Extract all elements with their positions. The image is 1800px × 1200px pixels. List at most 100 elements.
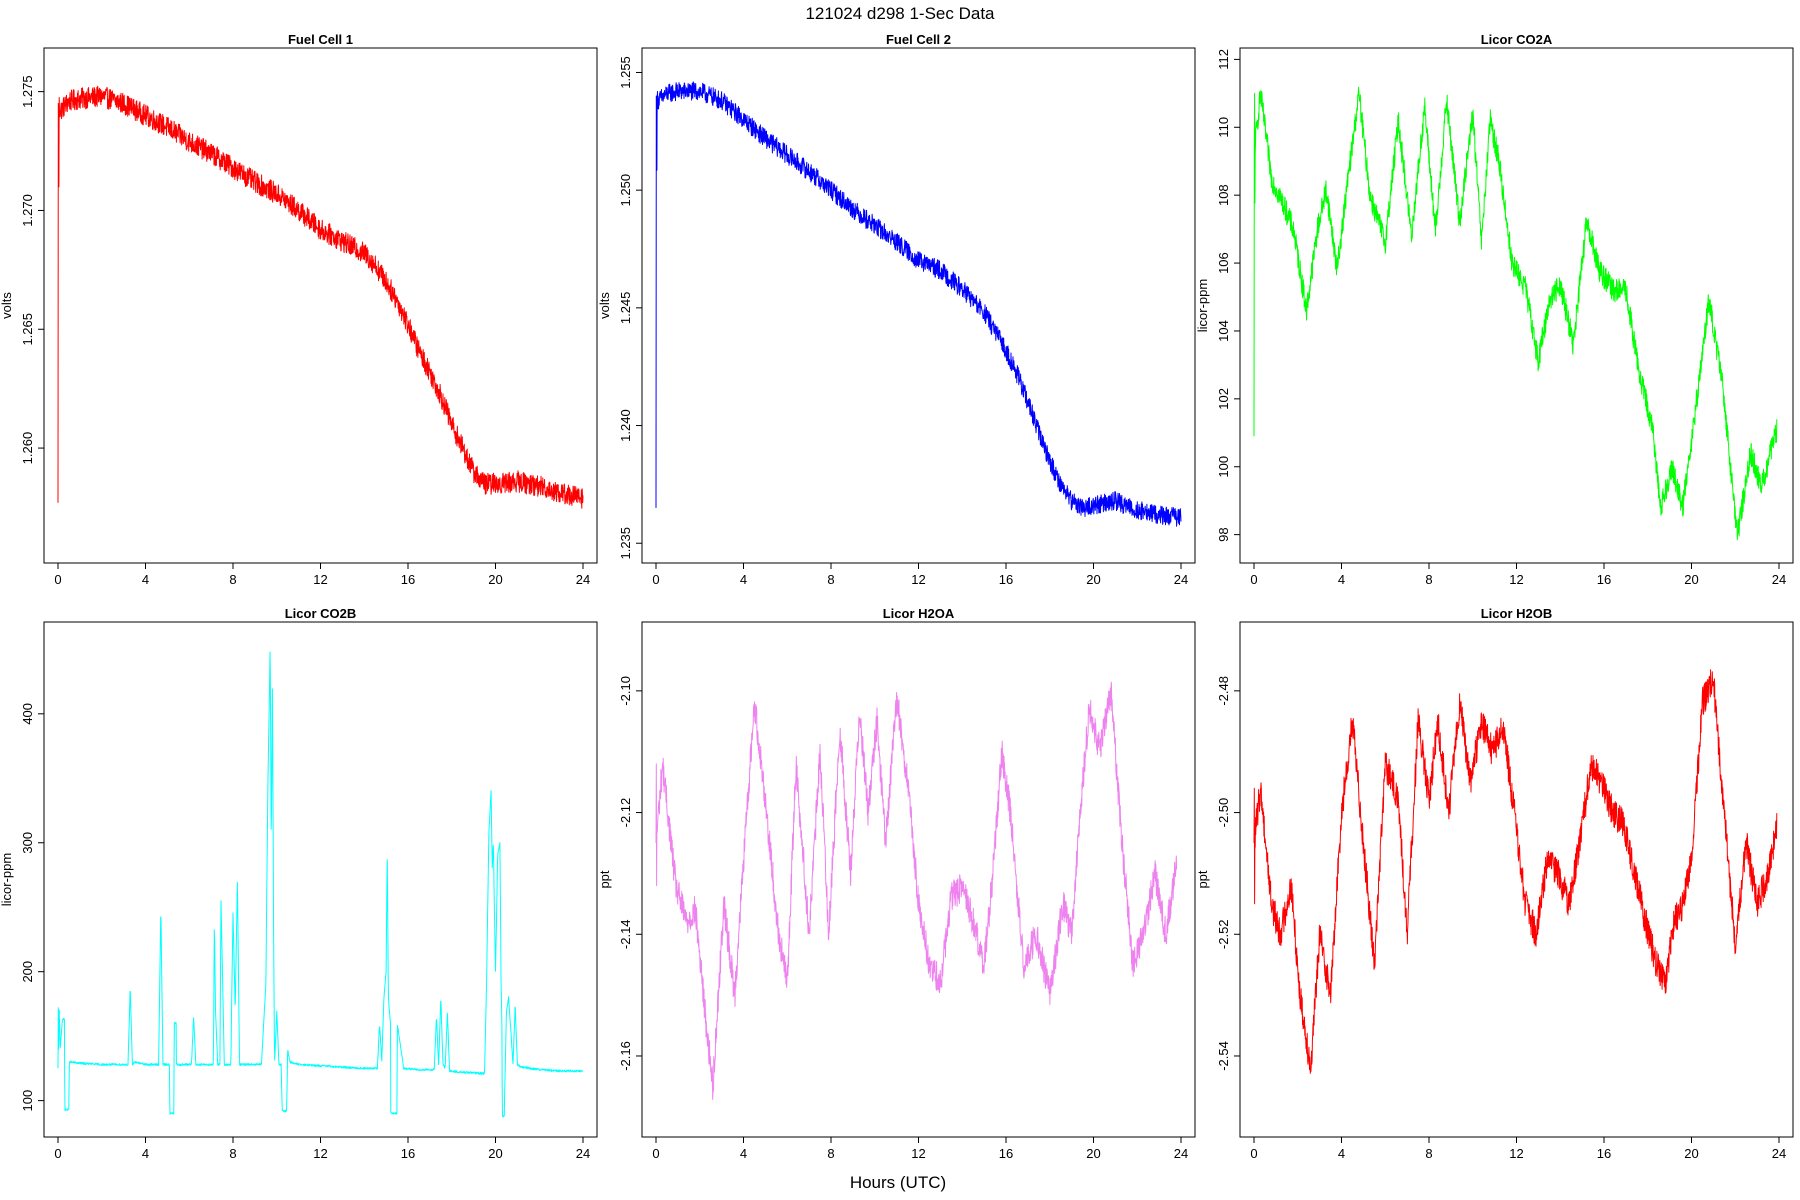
y-tick-label: 200 xyxy=(20,961,35,983)
y-tick-label: 1.240 xyxy=(618,409,633,442)
x-tick-label: 0 xyxy=(54,572,61,587)
y-tick-label: 98 xyxy=(1216,527,1231,541)
plot-frame xyxy=(641,47,1196,564)
chart-panel-5: Licor H2OA ppt 0 4 8 12 16 20 24 -2.16 -2.14 -2.12 -… xyxy=(597,606,1196,1161)
x-tick-label: 20 xyxy=(488,1146,502,1161)
x-tick-label: 20 xyxy=(1086,1146,1100,1161)
x-tick-label: 16 xyxy=(401,1146,415,1161)
y-tick-label: -2.10 xyxy=(618,676,633,706)
figure-title: 121024 d298 1-Sec Data xyxy=(805,4,995,23)
x-tick-label: 24 xyxy=(1174,1146,1188,1161)
y-tick-label: 100 xyxy=(1216,456,1231,478)
y-tick-label: 1.255 xyxy=(618,56,633,89)
y-axis-label: ppt xyxy=(1195,870,1210,888)
x-tick-label: 0 xyxy=(1250,572,1257,587)
x-tick-label: 24 xyxy=(1772,572,1786,587)
x-tick-label: 20 xyxy=(1086,572,1100,587)
x-tick-label: 12 xyxy=(1509,1146,1523,1161)
x-tick-label: 16 xyxy=(1597,1146,1611,1161)
y-tick-label: 400 xyxy=(20,703,35,725)
x-tick-label: 4 xyxy=(740,572,747,587)
x-tick-label: 12 xyxy=(911,572,925,587)
y-tick-label: 104 xyxy=(1216,320,1231,342)
x-tick-label: 24 xyxy=(576,1146,590,1161)
panels: Fuel Cell 1 volts 0 4 8 12 16 20 24 1.260 1.265 1.2… xyxy=(0,32,1794,1161)
x-tick-label: 12 xyxy=(313,1146,327,1161)
x-tick-label: 16 xyxy=(999,1146,1013,1161)
y-tick-label: 112 xyxy=(1216,49,1231,70)
x-tick-label: 8 xyxy=(827,1146,834,1161)
x-tick-label: 0 xyxy=(1250,1146,1257,1161)
y-tick-label: 110 xyxy=(1216,117,1231,138)
series-line xyxy=(57,85,584,509)
x-tick-label: 24 xyxy=(576,572,590,587)
y-tick-label: 1.260 xyxy=(20,432,35,465)
chart-panel-3: Licor CO2A licor-ppm 0 4 8 12 16 20 24 98 100 102 10… xyxy=(1195,32,1794,587)
y-tick-label: 102 xyxy=(1216,388,1231,410)
chart-panel-1: Fuel Cell 1 volts 0 4 8 12 16 20 24 1.260 1.265 1.2… xyxy=(0,32,598,587)
panel-title: Fuel Cell 1 xyxy=(288,32,353,47)
y-axis-label: volts xyxy=(597,292,612,319)
x-tick-label: 8 xyxy=(827,572,834,587)
y-tick-label: -2.52 xyxy=(1216,919,1231,949)
y-axis-label: licor-ppm xyxy=(1195,279,1210,332)
y-tick-label: -2.48 xyxy=(1216,676,1231,706)
y-tick-label: 108 xyxy=(1216,184,1231,206)
y-tick-label: 1.235 xyxy=(618,527,633,560)
x-tick-label: 20 xyxy=(488,572,502,587)
y-tick-label: -2.14 xyxy=(618,919,633,949)
x-tick-label: 8 xyxy=(1425,1146,1432,1161)
x-tick-label: 4 xyxy=(740,1146,747,1161)
plot-frame xyxy=(43,621,598,1138)
x-tick-label: 16 xyxy=(999,572,1013,587)
x-tick-label: 4 xyxy=(142,572,149,587)
x-tick-label: 4 xyxy=(142,1146,149,1161)
plot-frame xyxy=(1239,621,1794,1138)
y-tick-label: -2.50 xyxy=(1216,798,1231,828)
y-tick-label: 1.245 xyxy=(618,292,633,325)
chart-panel-4: Licor CO2B licor-ppm 0 4 8 12 16 20 24 100 200 300 4… xyxy=(0,606,598,1161)
panel-title: Fuel Cell 2 xyxy=(886,32,951,47)
series-line xyxy=(1253,86,1778,541)
x-tick-label: 8 xyxy=(229,572,236,587)
x-tick-label: 12 xyxy=(1509,572,1523,587)
y-tick-label: 300 xyxy=(20,832,35,854)
x-tick-label: 4 xyxy=(1338,572,1345,587)
x-tick-label: 12 xyxy=(313,572,327,587)
x-tick-label: 0 xyxy=(652,1146,659,1161)
x-tick-label: 24 xyxy=(1772,1146,1786,1161)
y-tick-label: 1.270 xyxy=(20,194,35,227)
series-line xyxy=(57,651,584,1118)
x-tick-label: 20 xyxy=(1684,572,1698,587)
x-tick-label: 16 xyxy=(1597,572,1611,587)
x-tick-label: 16 xyxy=(401,572,415,587)
panel-title: Licor CO2A xyxy=(1481,32,1553,47)
x-tick-label: 12 xyxy=(911,1146,925,1161)
y-axis-label: ppt xyxy=(597,870,612,888)
x-tick-label: 8 xyxy=(229,1146,236,1161)
series-line xyxy=(655,81,1182,527)
chart-panel-2: Fuel Cell 2 volts 0 4 8 12 16 20 24 1.235 1.240 1.2… xyxy=(597,32,1196,587)
y-tick-label: -2.54 xyxy=(1216,1041,1231,1071)
y-tick-label: 1.250 xyxy=(618,174,633,207)
series-line xyxy=(1253,669,1778,1074)
x-tick-label: 0 xyxy=(652,572,659,587)
x-tick-label: 0 xyxy=(54,1146,61,1161)
series-line xyxy=(655,681,1178,1100)
panel-title: Licor CO2B xyxy=(285,606,357,621)
y-tick-label: -2.12 xyxy=(618,798,633,828)
panel-title: Licor H2OA xyxy=(883,606,955,621)
x-tick-label: 8 xyxy=(1425,572,1432,587)
y-tick-label: 1.275 xyxy=(20,75,35,108)
y-tick-label: 1.265 xyxy=(20,313,35,346)
x-tick-label: 20 xyxy=(1684,1146,1698,1161)
y-tick-label: -2.16 xyxy=(618,1041,633,1071)
figure-xlabel: Hours (UTC) xyxy=(850,1173,946,1192)
chart-panel-6: Licor H2OB ppt 0 4 8 12 16 20 24 -2.54 -2.52 -2.50 -… xyxy=(1195,606,1794,1161)
y-axis-label: volts xyxy=(0,292,14,319)
x-tick-label: 24 xyxy=(1174,572,1188,587)
y-axis-label: licor-ppm xyxy=(0,853,14,906)
panel-title: Licor H2OB xyxy=(1481,606,1553,621)
x-tick-label: 4 xyxy=(1338,1146,1345,1161)
